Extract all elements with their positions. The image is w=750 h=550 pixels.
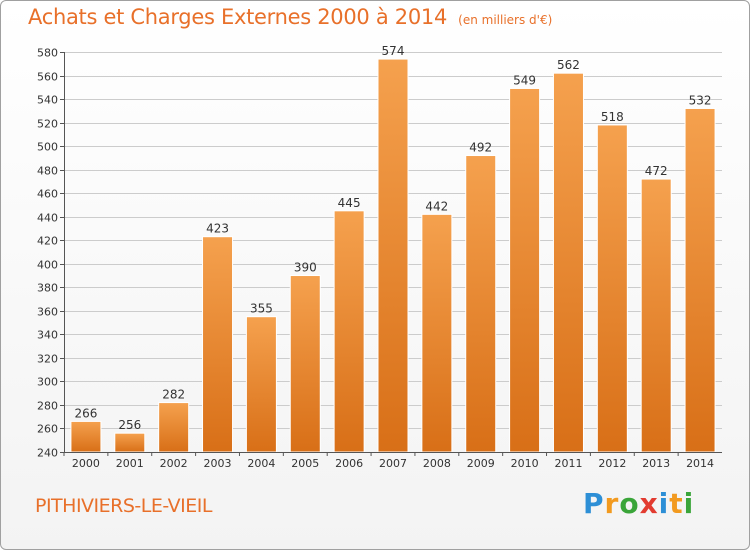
data-label: 266 xyxy=(74,406,97,420)
bar xyxy=(684,107,716,453)
data-label: 445 xyxy=(338,196,361,210)
y-tick-label: 580 xyxy=(37,47,58,60)
x-tick-label: 2012 xyxy=(598,457,626,470)
labels: 240 260 280 300 320 340 360 380 400 420 440 460 480 5… xyxy=(37,44,714,470)
x-tick-label: 2013 xyxy=(642,457,670,470)
logo-letter: x xyxy=(639,487,659,520)
x-tick-label: 2002 xyxy=(160,457,188,470)
chart-subtitle: (en milliers d'€) xyxy=(458,13,553,27)
data-label: 532 xyxy=(689,93,712,107)
bar xyxy=(70,420,102,453)
x-tick-label: 2004 xyxy=(247,457,275,470)
bar xyxy=(114,432,146,453)
logo-letter: i xyxy=(658,487,670,520)
x-tick-label: 2011 xyxy=(554,457,582,470)
y-tick-label: 340 xyxy=(37,329,58,342)
y-tick-label: 500 xyxy=(37,141,58,154)
y-tick-label: 560 xyxy=(37,71,58,84)
logo-letter: r xyxy=(604,487,620,520)
data-label: 562 xyxy=(557,58,580,72)
data-label: 549 xyxy=(513,73,536,87)
x-tick-label: 2001 xyxy=(116,457,144,470)
data-label: 518 xyxy=(601,110,624,124)
y-tick-label: 420 xyxy=(37,235,58,248)
y-tick-label: 240 xyxy=(37,447,58,460)
y-tick-label: 440 xyxy=(37,212,58,225)
bar xyxy=(333,210,365,453)
logo-letter: t xyxy=(669,487,684,520)
x-tick-label: 2009 xyxy=(467,457,495,470)
x-tick-label: 2014 xyxy=(686,457,714,470)
title-block: Achats et Charges Externes 2000 à 2014 (… xyxy=(28,5,552,29)
bar xyxy=(202,236,234,453)
logo-letter: o xyxy=(619,487,640,520)
y-tick-label: 320 xyxy=(37,353,58,366)
data-label: 442 xyxy=(425,199,448,213)
y-tick-label: 400 xyxy=(37,259,58,272)
y-tick-label: 480 xyxy=(37,165,58,178)
logo-letter: P xyxy=(583,487,605,520)
bar xyxy=(245,316,277,453)
y-tick-label: 540 xyxy=(37,94,58,107)
data-label: 355 xyxy=(250,302,273,316)
x-tick-label: 2007 xyxy=(379,457,407,470)
y-tick-label: 280 xyxy=(37,400,58,413)
x-tick-label: 2006 xyxy=(335,457,363,470)
y-tick-label: 360 xyxy=(37,306,58,319)
y-tick-label: 380 xyxy=(37,282,58,295)
y-tick-label: 300 xyxy=(37,376,58,389)
bar xyxy=(158,402,190,453)
data-label: 256 xyxy=(118,418,141,432)
bars xyxy=(70,58,716,453)
proxiti-logo: Proxiti xyxy=(583,487,694,520)
data-label: 390 xyxy=(294,261,317,275)
data-label: 574 xyxy=(382,44,405,58)
bar xyxy=(552,72,584,453)
data-label: 492 xyxy=(469,141,492,155)
commune-name: PITHIVIERS-LE-VIEIL xyxy=(35,495,212,517)
data-label: 472 xyxy=(645,164,668,178)
y-tick-label: 520 xyxy=(37,118,58,131)
x-tick-label: 2010 xyxy=(511,457,539,470)
bar xyxy=(596,124,628,453)
x-tick-label: 2008 xyxy=(423,457,451,470)
logo-letter: i xyxy=(683,487,695,520)
data-label: 282 xyxy=(162,388,185,402)
x-tick-label: 2000 xyxy=(72,457,100,470)
chart-title: Achats et Charges Externes 2000 à 2014 xyxy=(28,5,448,29)
bar xyxy=(509,87,541,453)
bar xyxy=(421,213,453,453)
bar xyxy=(377,58,409,453)
x-tick-label: 2003 xyxy=(204,457,232,470)
bar xyxy=(640,178,672,453)
axes xyxy=(60,52,722,456)
y-tick-label: 260 xyxy=(37,423,58,436)
y-tick-label: 460 xyxy=(37,188,58,201)
bar xyxy=(465,155,497,453)
x-tick-label: 2005 xyxy=(291,457,319,470)
bar xyxy=(289,275,321,453)
data-label: 423 xyxy=(206,222,229,236)
